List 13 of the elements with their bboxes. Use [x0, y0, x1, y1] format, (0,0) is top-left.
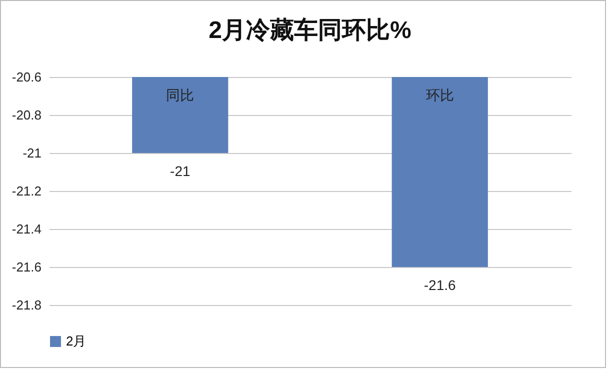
y-tick-label: -20.6	[12, 70, 42, 84]
y-tick-label: -21.2	[12, 184, 42, 198]
y-tick-label: -21.8	[12, 298, 42, 312]
x-tick-label: 同比	[166, 87, 194, 103]
y-tick-label: -21.6	[12, 260, 42, 274]
x-tick-label: 环比	[426, 87, 454, 103]
legend-label: 2月	[66, 334, 86, 348]
y-tick-label: -21.4	[12, 222, 42, 236]
y-tick-label: -20.8	[12, 108, 42, 122]
chart-title: 2月冷藏车同环比%	[208, 17, 412, 44]
data-label: -21	[170, 163, 190, 179]
y-tick-label: -21	[22, 146, 42, 160]
data-label: -21.6	[424, 277, 456, 293]
